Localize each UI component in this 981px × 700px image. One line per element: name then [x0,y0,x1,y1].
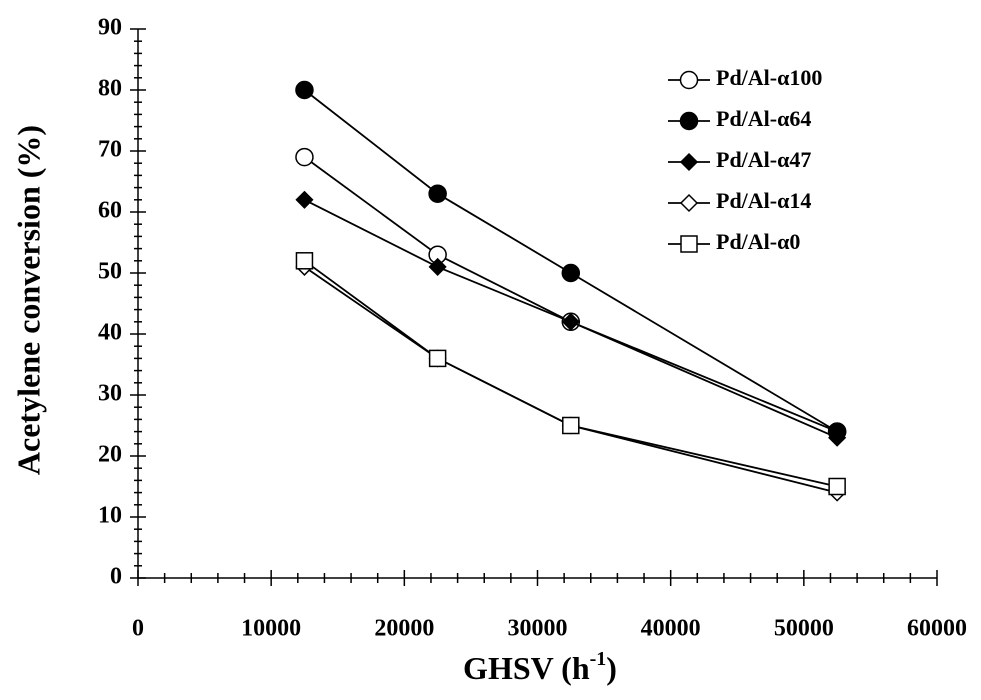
y-tick-label: 20 [98,442,122,468]
marker [828,428,847,447]
legend-marker [679,193,699,213]
legend-label: Pd/Al-α0 [716,229,800,254]
marker [295,252,314,270]
y-tick-label: 30 [98,381,122,407]
y-tick-label: 0 [110,564,122,590]
x-tick-label: 40000 [641,616,701,642]
marker [561,263,581,283]
y-tick-label: 60 [98,198,122,224]
marker [295,190,314,209]
x-label-sup: -1 [590,648,607,670]
marker [428,184,447,203]
marker [295,147,314,167]
x-tick-label: 10000 [241,616,301,642]
x-axis-label: GHSV (h-1) [463,648,617,687]
x-label-main: GHSV (h [463,650,590,686]
legend-marker [679,152,699,172]
marker [428,257,447,276]
x-label-end: ) [606,650,617,686]
legend-label: Pd/Al-α64 [716,106,811,131]
series-line [303,156,838,433]
legend-label: Pd/Al-α47 [716,147,811,172]
x-tick-label: 20000 [374,616,434,642]
marker [828,477,846,496]
y-tick-label: 70 [98,137,122,163]
y-tick-label: 40 [98,320,122,346]
x-tick-label: 0 [132,616,144,642]
x-tick-label: 60000 [907,616,967,642]
series-line [304,198,838,439]
x-tick-label: 50000 [774,616,834,642]
marker [295,80,314,100]
y-tick-label: 80 [98,76,122,102]
series-line [303,89,838,433]
legend-marker [680,235,698,253]
legend-marker [679,70,699,90]
y-tick-label: 10 [98,503,122,529]
marker [562,416,580,435]
legend-marker [679,111,699,131]
legend-label: Pd/Al-α100 [716,65,822,90]
y-tick-label: 90 [98,15,122,41]
x-tick-label: 30000 [508,616,568,642]
series-line [303,260,838,488]
y-axis-label: Acetylene conversion (%) [10,125,46,475]
legend-label: Pd/Al-α14 [716,188,811,213]
marker [428,349,447,368]
marker [561,312,580,331]
series-line [303,266,838,494]
y-tick-label: 50 [98,259,122,285]
